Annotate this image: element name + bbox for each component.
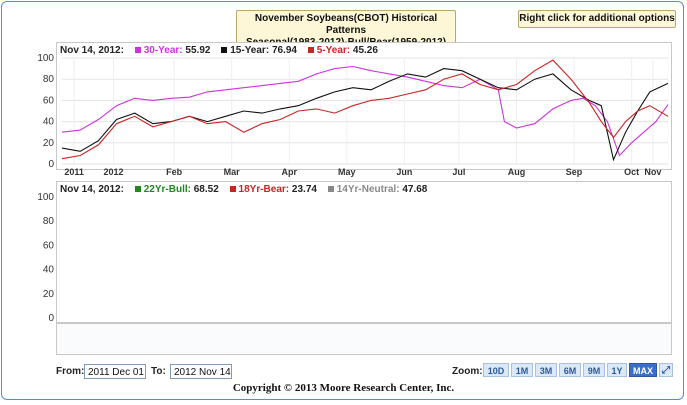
x-tick-label: 2011: [64, 167, 84, 177]
right-click-options-button[interactable]: Right click for additional options: [518, 10, 676, 28]
to-label: To:: [151, 366, 166, 377]
y-tick-label: 100: [37, 53, 54, 64]
series-line-0-0: [61, 65, 669, 157]
seasonal-legend-date: Nov 14, 2012:: [60, 45, 124, 56]
y-tick-label: 100: [37, 192, 54, 203]
copyright-text: Copyright © 2013 Moore Research Center, …: [232, 382, 455, 394]
x-tick-label: May: [338, 167, 356, 177]
y-tick-label: 60: [43, 95, 55, 106]
seasonal-panel: [56, 42, 672, 170]
legend-swatch-bull: [134, 185, 141, 192]
x-tick-label: Mar: [224, 167, 241, 177]
y-tick-label: 20: [43, 289, 55, 300]
y-tick-label: 0: [48, 159, 54, 170]
from-label: From:: [56, 366, 85, 377]
zoom-1m-button[interactable]: 1M: [511, 363, 533, 377]
bull-bear-legend-date: Nov 14, 2012:: [60, 184, 124, 195]
x-tick-label: Feb: [166, 167, 183, 177]
chart-title-line-1: November Soybeans(CBOT) Historical Patte…: [254, 13, 438, 36]
y-tick-label: 40: [43, 117, 55, 128]
seasonal-legend: Nov 14, 2012: 30-Year: 55.92 15-Year: 76…: [60, 45, 378, 56]
zoom-1y-button[interactable]: 1Y: [607, 363, 627, 377]
legend-swatch-5yr: [307, 46, 314, 53]
legend-label-5yr: 5-Year:: [316, 45, 351, 56]
legend-swatch-30yr: [134, 46, 141, 53]
legend-value-neutral: 47.68: [402, 184, 428, 195]
legend-label-bear: 18Yr-Bear:: [238, 184, 290, 195]
zoom-10d-button[interactable]: 10D: [483, 363, 509, 377]
zoom-9m-button[interactable]: 9M: [583, 363, 605, 377]
from-date-input[interactable]: 2011 Dec 01: [84, 364, 146, 379]
legend-label-bull: 22Yr-Bull:: [143, 184, 191, 195]
legend-label-neutral: 14Yr-Neutral:: [336, 184, 400, 195]
x-tick-label: Apr: [282, 167, 298, 177]
bull-bear-panel: [56, 181, 672, 323]
x-tick-label: Jul: [452, 167, 465, 177]
x-tick-label: Oct: [624, 167, 639, 177]
x-tick-label: Jun: [396, 167, 412, 177]
y-tick-label: 80: [43, 216, 55, 227]
x-tick-label: 2012: [103, 167, 123, 177]
series-line-0-1: [61, 68, 669, 162]
legend-value-30yr: 55.92: [185, 45, 211, 56]
legend-swatch-15yr: [221, 46, 228, 53]
fullscreen-icon[interactable]: ⤢: [659, 363, 673, 377]
x-tick-label: Sep: [566, 167, 583, 177]
zoom-6m-button[interactable]: 6M: [559, 363, 581, 377]
zoom-3m-button[interactable]: 3M: [535, 363, 557, 377]
legend-label-15yr: 15-Year:: [230, 45, 270, 56]
legend-swatch-neutral: [327, 185, 334, 192]
y-tick-label: 40: [43, 265, 55, 276]
navigator-panel[interactable]: [56, 323, 672, 355]
y-tick-label: 20: [43, 138, 55, 149]
to-date-input[interactable]: 2012 Nov 14: [170, 364, 232, 379]
legend-value-15yr: 76.94: [271, 45, 297, 56]
zoom-label: Zoom:: [452, 366, 483, 377]
x-tick-label: Aug: [508, 167, 526, 177]
series-line-0-2: [61, 59, 669, 160]
legend-label-30yr: 30-Year:: [143, 45, 183, 56]
legend-value-5yr: 45.26: [352, 45, 378, 56]
legend-swatch-bear: [229, 185, 236, 192]
legend-value-bull: 68.52: [193, 184, 219, 195]
y-tick-label: 80: [43, 74, 55, 85]
legend-value-bear: 23.74: [291, 184, 317, 195]
y-tick-label: 0: [48, 313, 54, 324]
zoom-max-button[interactable]: MAX: [629, 363, 657, 377]
x-tick-label: Nov: [644, 167, 661, 177]
bull-bear-legend: Nov 14, 2012: 22Yr-Bull: 68.52 18Yr-Bear…: [60, 184, 427, 195]
y-tick-label: 60: [43, 240, 55, 251]
